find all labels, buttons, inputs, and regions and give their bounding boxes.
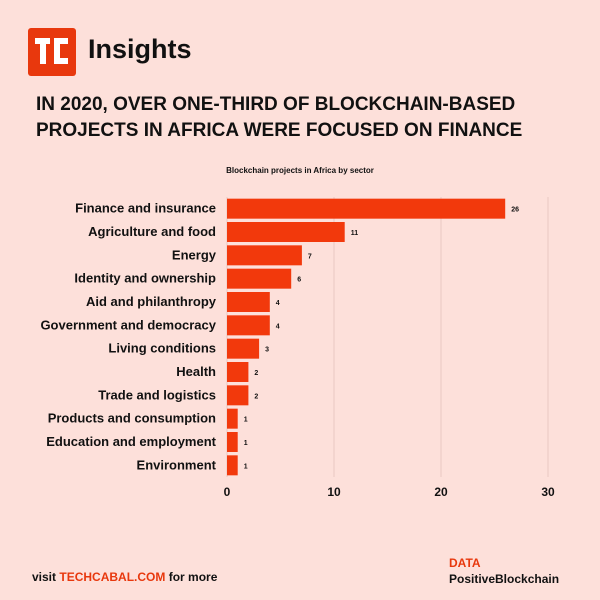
category-label: Living conditions <box>108 341 216 356</box>
techcabal-link[interactable]: TECHCABAL.COM <box>59 570 166 584</box>
category-label: Environment <box>137 457 217 472</box>
footer-note: visit TECHCABAL.COM for more <box>32 570 217 584</box>
data-label: 26 <box>511 207 519 214</box>
x-tick-label: 10 <box>327 485 341 499</box>
bar <box>227 432 238 452</box>
bar <box>227 292 270 312</box>
x-tick-label: 30 <box>541 485 555 499</box>
category-label: Government and democracy <box>40 317 216 332</box>
bar <box>227 315 270 336</box>
bar <box>227 362 249 382</box>
data-label: 1 <box>244 463 248 470</box>
category-label: Education and employment <box>46 434 216 449</box>
bar <box>227 408 238 429</box>
source-name: PositiveBlockchain <box>449 572 560 586</box>
bar <box>227 222 345 242</box>
footer-prefix: visit <box>32 570 57 584</box>
headline: IN 2020, OVER ONE-THIRD OF BLOCKCHAIN-BA… <box>36 94 523 141</box>
category-label: Energy <box>172 247 217 262</box>
techcabal-logo-icon <box>28 28 76 76</box>
bar <box>227 455 238 476</box>
data-label: 6 <box>297 277 301 284</box>
brand-name: Insights <box>88 34 192 64</box>
data-label: 7 <box>308 253 312 260</box>
data-label: 1 <box>244 417 248 424</box>
bar <box>227 245 302 266</box>
category-label: Finance and insurance <box>75 201 216 216</box>
x-tick-label: 0 <box>224 485 231 499</box>
data-label: 3 <box>265 347 269 354</box>
data-label: 1 <box>244 440 248 447</box>
bar <box>227 338 260 359</box>
category-label: Identity and ownership <box>74 271 216 286</box>
category-label: Aid and philanthropy <box>86 294 217 309</box>
data-label: 4 <box>276 300 280 307</box>
brand-logo <box>28 28 76 76</box>
data-label: 11 <box>351 230 359 237</box>
bar <box>227 268 292 289</box>
category-label: Trade and logistics <box>98 387 216 402</box>
source-label: DATA <box>449 556 481 570</box>
category-label: Agriculture and food <box>88 224 216 239</box>
data-label: 4 <box>276 323 280 330</box>
chart-title: Blockchain projects in Africa by sector <box>226 166 374 175</box>
category-label: Products and consumption <box>48 411 216 426</box>
footer-suffix: for more <box>168 570 218 584</box>
category-label: Health <box>176 364 216 379</box>
x-tick-label: 20 <box>434 485 448 499</box>
data-label: 2 <box>254 393 258 400</box>
bar <box>227 198 506 219</box>
data-label: 2 <box>254 370 258 377</box>
bar <box>227 385 249 406</box>
